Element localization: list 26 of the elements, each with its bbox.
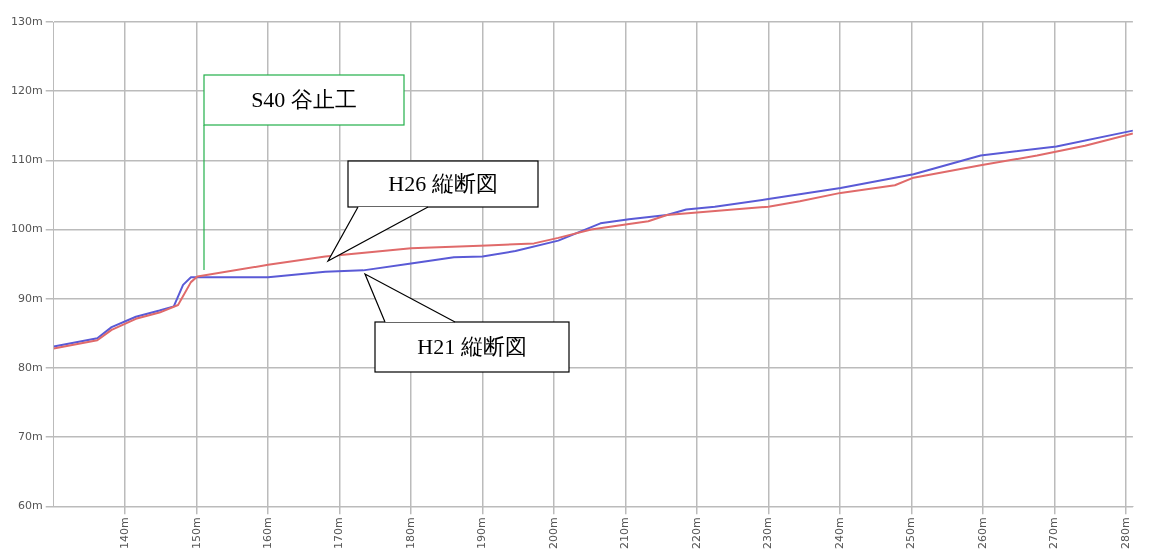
- x-tick-label: 270m: [1047, 517, 1061, 550]
- y-tick-label: 100m: [10, 222, 43, 236]
- annotation: H26 縦断図: [388, 170, 498, 198]
- x-tick-label: 140m: [118, 517, 132, 550]
- y-tick-label: 90m: [17, 291, 43, 305]
- x-tick-label: 210m: [618, 517, 632, 550]
- x-tick-label: 240m: [832, 517, 846, 550]
- x-tick-label: 150m: [189, 517, 203, 550]
- x-tick-label: 220m: [689, 517, 703, 550]
- x-tick-label: 260m: [975, 517, 989, 550]
- y-tick-label: 120m: [10, 84, 43, 98]
- y-tick-label: 60m: [17, 499, 43, 513]
- x-tick-label: 250m: [904, 517, 918, 550]
- y-tick-label: 70m: [17, 429, 43, 443]
- y-tick-label: 110m: [10, 153, 43, 167]
- x-tick-label: 230m: [761, 517, 775, 550]
- annotation: H21 縦断図: [417, 333, 527, 361]
- annotation: S40 谷止工: [251, 86, 357, 114]
- y-tick-label: 80m: [17, 360, 43, 374]
- x-tick-label: 170m: [332, 517, 346, 550]
- x-tick-label: 200m: [546, 517, 560, 550]
- y-tick-label: 130m: [10, 14, 43, 28]
- x-tick-label: 180m: [403, 517, 417, 550]
- x-tick-label: 280m: [1118, 517, 1132, 550]
- x-tick-label: 190m: [475, 517, 489, 550]
- x-tick-label: 160m: [260, 517, 274, 550]
